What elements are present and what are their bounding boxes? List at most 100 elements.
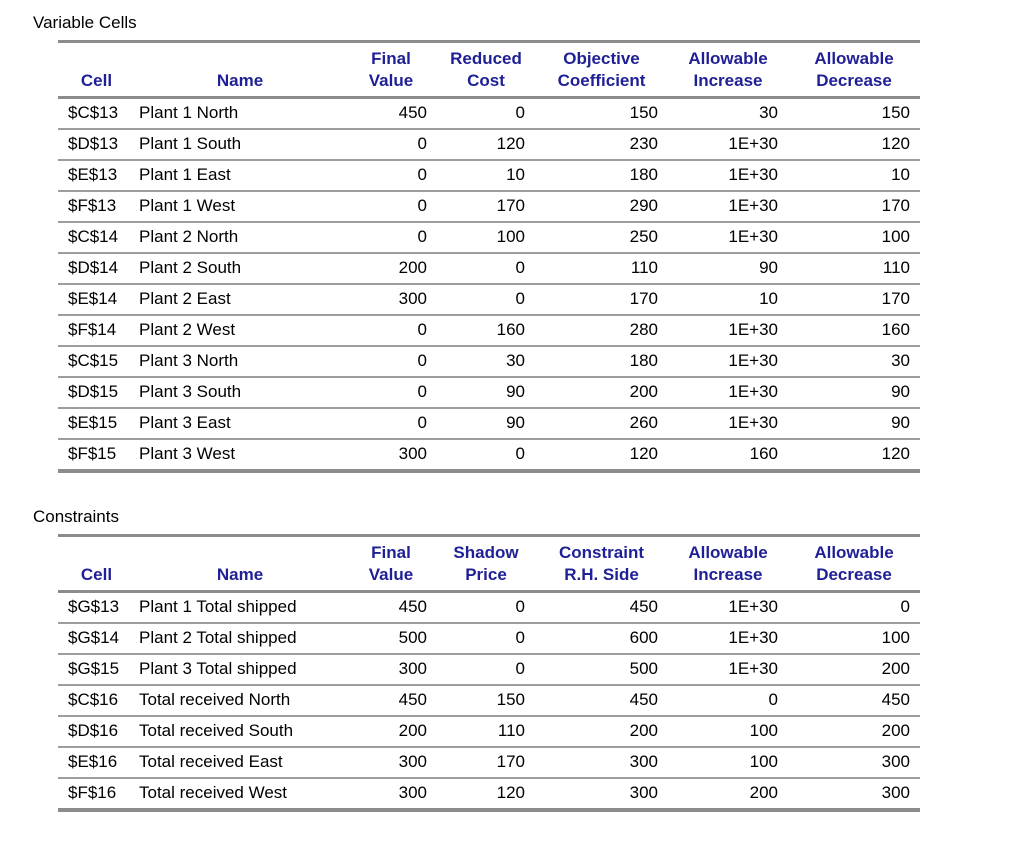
cell-value: 100 bbox=[437, 222, 535, 254]
variable-cells-title: Variable Cells bbox=[33, 13, 137, 32]
cell-value: 110 bbox=[535, 253, 668, 285]
table-row: $D$13 Plant 1 South 0 120 230 1E+30 120 bbox=[58, 129, 920, 161]
variable-cells-header: Final Reduced Objective Allowable Allowable C… bbox=[58, 40, 920, 99]
cell-value: 0 bbox=[345, 191, 437, 223]
cell-ref: $D$15 bbox=[58, 377, 135, 409]
cell-value: 1E+30 bbox=[668, 377, 788, 409]
table-row: $F$14 Plant 2 West 0 160 280 1E+30 160 bbox=[58, 315, 920, 347]
table-row: $E$15 Plant 3 East 0 90 260 1E+30 90 bbox=[58, 408, 920, 440]
cell-value: 1E+30 bbox=[668, 591, 788, 624]
cell-ref: $E$16 bbox=[58, 747, 135, 779]
cell-value: 500 bbox=[345, 623, 437, 655]
cell-name: Total received East bbox=[135, 747, 345, 779]
cell-value: 0 bbox=[345, 408, 437, 440]
header-row: Cell Name Value Cost Coefficient Increase Decr… bbox=[58, 70, 920, 99]
cell-ref: $C$15 bbox=[58, 346, 135, 378]
column-header-empty bbox=[58, 40, 135, 70]
cell-value: 450 bbox=[345, 685, 437, 717]
column-header: Final bbox=[345, 534, 437, 564]
constraints-body: $G$13 Plant 1 Total shipped 450 0 450 1E+30 0 $… bbox=[58, 591, 920, 812]
column-header: Name bbox=[135, 564, 345, 593]
cell-value: 200 bbox=[788, 654, 920, 686]
column-header: Objective bbox=[535, 40, 668, 70]
cell-value: 450 bbox=[345, 97, 437, 130]
cell-value: 300 bbox=[345, 284, 437, 316]
cell-value: 0 bbox=[788, 591, 920, 624]
column-header: Shadow bbox=[437, 534, 535, 564]
column-header: Cost bbox=[437, 70, 535, 99]
cell-ref: $F$13 bbox=[58, 191, 135, 223]
constraints-title: Constraints bbox=[33, 507, 119, 526]
column-header: Increase bbox=[668, 564, 788, 593]
cell-name: Plant 3 South bbox=[135, 377, 345, 409]
cell-value: 1E+30 bbox=[668, 623, 788, 655]
table-row: $C$14 Plant 2 North 0 100 250 1E+30 100 bbox=[58, 222, 920, 254]
variable-cells-body: $C$13 Plant 1 North 450 0 150 30 150 $D$13 Plant… bbox=[58, 97, 920, 473]
cell-name: Plant 3 Total shipped bbox=[135, 654, 345, 686]
cell-value: 170 bbox=[437, 747, 535, 779]
cell-value: 110 bbox=[788, 253, 920, 285]
cell-value: 200 bbox=[788, 716, 920, 748]
table-row: $C$13 Plant 1 North 450 0 150 30 150 bbox=[58, 97, 920, 130]
cell-value: 1E+30 bbox=[668, 654, 788, 686]
cell-name: Plant 3 East bbox=[135, 408, 345, 440]
cell-value: 90 bbox=[437, 408, 535, 440]
cell-name: Plant 2 East bbox=[135, 284, 345, 316]
cell-value: 30 bbox=[788, 346, 920, 378]
header-row: Final Shadow Constraint Allowable Allowable bbox=[58, 534, 920, 564]
cell-value: 90 bbox=[437, 377, 535, 409]
column-header: Allowable bbox=[668, 534, 788, 564]
cell-value: 300 bbox=[345, 747, 437, 779]
cell-value: 110 bbox=[437, 716, 535, 748]
cell-value: 450 bbox=[788, 685, 920, 717]
cell-name: Plant 1 North bbox=[135, 97, 345, 130]
cell-value: 90 bbox=[668, 253, 788, 285]
column-header: Name bbox=[135, 70, 345, 99]
cell-value: 160 bbox=[668, 439, 788, 473]
table-row: $F$13 Plant 1 West 0 170 290 1E+30 170 bbox=[58, 191, 920, 223]
cell-value: 0 bbox=[345, 129, 437, 161]
cell-value: 100 bbox=[668, 747, 788, 779]
cell-ref: $E$14 bbox=[58, 284, 135, 316]
cell-name: Plant 1 South bbox=[135, 129, 345, 161]
cell-value: 1E+30 bbox=[668, 315, 788, 347]
column-header: Price bbox=[437, 564, 535, 593]
cell-value: 1E+30 bbox=[668, 129, 788, 161]
cell-value: 160 bbox=[788, 315, 920, 347]
cell-value: 260 bbox=[535, 408, 668, 440]
column-header: Cell bbox=[58, 564, 135, 593]
cell-ref: $G$15 bbox=[58, 654, 135, 686]
cell-value: 100 bbox=[668, 716, 788, 748]
variable-cells-section: Variable Cells Final Reduced Objective Allo… bbox=[33, 12, 1024, 473]
cell-value: 180 bbox=[535, 160, 668, 192]
cell-value: 180 bbox=[535, 346, 668, 378]
table-row: $E$13 Plant 1 East 0 10 180 1E+30 10 bbox=[58, 160, 920, 192]
table-row: $E$14 Plant 2 East 300 0 170 10 170 bbox=[58, 284, 920, 316]
cell-value: 600 bbox=[535, 623, 668, 655]
cell-value: 170 bbox=[535, 284, 668, 316]
cell-value: 290 bbox=[535, 191, 668, 223]
column-header: Reduced bbox=[437, 40, 535, 70]
cell-value: 450 bbox=[535, 591, 668, 624]
column-header: Value bbox=[345, 564, 437, 593]
cell-value: 1E+30 bbox=[668, 408, 788, 440]
cell-value: 120 bbox=[437, 129, 535, 161]
cell-value: 450 bbox=[345, 591, 437, 624]
cell-name: Plant 3 West bbox=[135, 439, 345, 473]
column-header: Constraint bbox=[535, 534, 668, 564]
cell-value: 150 bbox=[788, 97, 920, 130]
cell-name: Total received West bbox=[135, 778, 345, 812]
column-header: Coefficient bbox=[535, 70, 668, 99]
cell-value: 300 bbox=[535, 778, 668, 812]
cell-value: 200 bbox=[345, 716, 437, 748]
cell-value: 0 bbox=[345, 377, 437, 409]
constraints-header: Final Shadow Constraint Allowable Allowable C… bbox=[58, 534, 920, 593]
column-header: Decrease bbox=[788, 564, 920, 593]
cell-value: 300 bbox=[535, 747, 668, 779]
column-header: Cell bbox=[58, 70, 135, 99]
cell-ref: $G$14 bbox=[58, 623, 135, 655]
cell-ref: $C$16 bbox=[58, 685, 135, 717]
cell-ref: $F$16 bbox=[58, 778, 135, 812]
cell-ref: $D$14 bbox=[58, 253, 135, 285]
cell-value: 100 bbox=[788, 222, 920, 254]
